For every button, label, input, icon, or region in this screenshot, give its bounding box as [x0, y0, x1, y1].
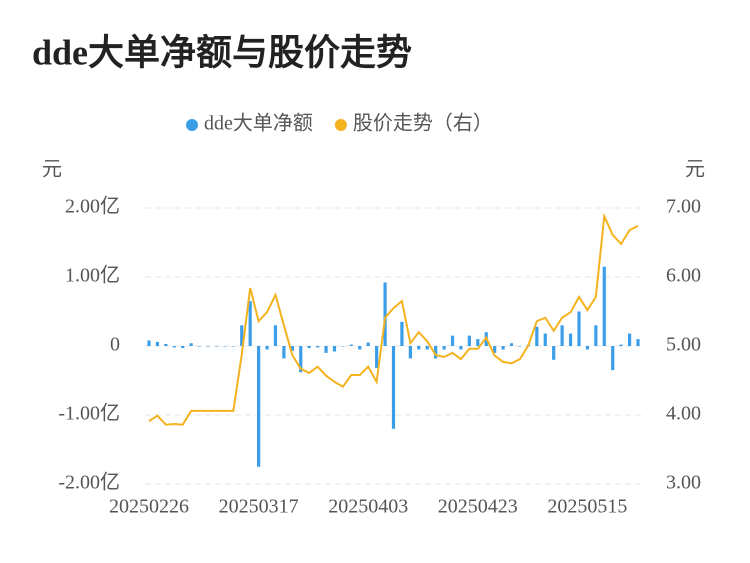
bar — [231, 346, 235, 347]
bar — [366, 342, 370, 346]
price-line — [148, 212, 639, 426]
bar — [509, 343, 514, 346]
bar — [181, 346, 185, 349]
y-unit: 元 — [42, 159, 62, 181]
legend-marker — [186, 119, 198, 131]
x-tick-label: 20250317 — [219, 496, 299, 518]
y2-tick-label: 5.00 — [666, 334, 701, 356]
bar — [450, 335, 455, 346]
bar — [324, 346, 328, 353]
bar — [358, 346, 362, 350]
bar — [273, 325, 278, 346]
y2-tick-label: 4.00 — [666, 403, 701, 425]
bar — [316, 346, 320, 348]
bar — [543, 333, 547, 346]
bar — [290, 346, 294, 351]
bar — [282, 346, 286, 359]
bar — [459, 346, 463, 350]
x-tick-label: 20250403 — [328, 496, 408, 518]
bar — [257, 346, 261, 467]
legend-label: dde大单净额 — [204, 112, 313, 135]
y-tick-label: 1.00亿 — [65, 264, 120, 287]
y-tick-label: 0 — [110, 334, 120, 356]
bar — [619, 344, 623, 346]
y-tick-label: 2.00亿 — [65, 195, 120, 218]
bar — [425, 346, 429, 350]
bar — [375, 346, 379, 369]
bar — [636, 339, 640, 346]
y2-tick-label: 6.00 — [666, 265, 701, 287]
bar — [602, 266, 606, 346]
bar — [197, 346, 202, 347]
bar — [172, 346, 176, 348]
bar — [223, 346, 227, 347]
bar — [434, 346, 438, 359]
bar — [349, 344, 353, 346]
bar — [155, 341, 160, 346]
bar — [568, 333, 573, 346]
bar — [627, 333, 632, 346]
bar — [585, 346, 590, 350]
bar — [535, 326, 539, 346]
bar — [240, 325, 244, 346]
x-tick-label: 20250515 — [547, 496, 627, 518]
bar — [332, 346, 337, 352]
bar — [214, 346, 219, 347]
bar — [341, 346, 345, 347]
y2-tick-label: 7.00 — [666, 196, 701, 218]
bar — [248, 301, 252, 346]
bar — [417, 346, 421, 350]
bar — [206, 346, 210, 347]
bar — [400, 321, 404, 346]
bar — [442, 346, 446, 350]
bar — [307, 346, 311, 349]
bar — [189, 343, 193, 346]
chart-title: dde大单净额与股价走势 — [32, 32, 412, 72]
bar — [383, 282, 387, 346]
y-tick-label: -2.00亿 — [58, 471, 120, 494]
y2-unit: 元 — [685, 159, 705, 181]
bar — [408, 346, 412, 359]
bar — [299, 346, 303, 373]
bar — [147, 340, 151, 346]
y-tick-label: -1.00亿 — [58, 402, 120, 425]
x-tick-label: 20250423 — [438, 496, 518, 518]
legend-marker — [334, 119, 347, 131]
bar — [493, 346, 497, 353]
bar — [476, 339, 480, 346]
bar — [501, 346, 505, 350]
bar — [594, 325, 598, 346]
bar — [164, 343, 168, 346]
legend-label: 股价走势（右） — [353, 112, 493, 135]
y2-tick-label: 3.00 — [666, 472, 701, 494]
x-tick-label: 20250226 — [109, 496, 189, 518]
bar — [518, 346, 522, 347]
bar — [552, 346, 556, 360]
bar — [577, 311, 581, 346]
bar — [560, 325, 564, 346]
bar — [265, 346, 269, 350]
bar — [467, 335, 471, 346]
bar — [391, 346, 396, 429]
bar — [611, 346, 615, 371]
